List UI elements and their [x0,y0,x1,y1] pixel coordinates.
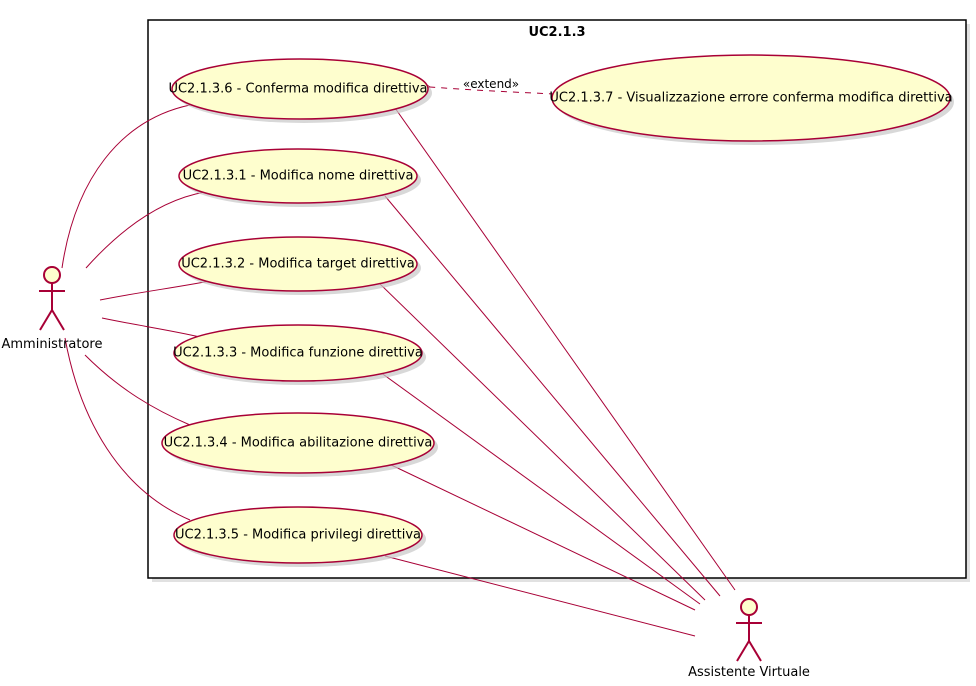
association-uc3-assistant [379,371,701,605]
actor-assistant-icon [736,598,762,662]
association-admin-uc6 [61,104,191,269]
association-uc2-assistant [379,283,706,601]
actor-admin[interactable]: Amministratore [2,266,103,352]
association-uc4-assistant [384,461,696,611]
admin-associations [61,104,216,521]
association-uc6-assistant [394,107,736,591]
use-case-uc3-label: UC2.1.3.3 - Modifica funzione direttiva [173,346,423,361]
use-case-uc5-label: UC2.1.3.5 - Modifica privilegi direttiva [175,528,421,543]
actor-admin-label: Amministratore [2,337,103,352]
actor-admin-icon [39,266,65,331]
system-boundary-title: UC2.1.3 [528,25,585,40]
use-case-uc4[interactable]: UC2.1.3.4 - Modifica abilitazione dirett… [161,412,438,477]
actor-assistant[interactable]: Assistente Virtuale [688,598,810,680]
assistant-associations [379,107,736,637]
use-case-uc2-label: UC2.1.3.2 - Modifica target direttiva [181,257,415,272]
association-admin-uc1 [85,191,206,269]
extend-relation: «extend» [430,77,556,95]
use-case-uc4-label: UC2.1.3.4 - Modifica abilitazione dirett… [164,436,433,451]
use-case-uc1-label: UC2.1.3.1 - Modifica nome direttiva [183,169,414,184]
association-admin-uc4 [84,354,191,426]
use-case-uc7-label: UC2.1.3.7 - Visualizzazione errore confe… [549,91,952,106]
use-case-uc7[interactable]: UC2.1.3.7 - Visualizzazione errore confe… [549,54,954,145]
actor-assistant-label: Assistente Virtuale [688,665,810,680]
association-uc1-assistant [384,195,721,597]
use-case-uc5[interactable]: UC2.1.3.5 - Modifica privilegi direttiva [173,506,426,567]
extend-label: «extend» [463,77,519,91]
use-case-uc3[interactable]: UC2.1.3.3 - Modifica funzione direttiva [173,324,426,385]
use-case-uc2[interactable]: UC2.1.3.2 - Modifica target direttiva [178,236,421,295]
association-admin-uc3 [101,317,201,338]
use-case-uc6[interactable]: UC2.1.3.6 - Conferma modifica direttiva [168,58,432,123]
association-admin-uc5 [64,337,191,521]
association-uc5-assistant [384,555,696,637]
use-case-uc6-label: UC2.1.3.6 - Conferma modifica direttiva [168,82,427,97]
use-case-uc1[interactable]: UC2.1.3.1 - Modifica nome direttiva [178,148,421,207]
